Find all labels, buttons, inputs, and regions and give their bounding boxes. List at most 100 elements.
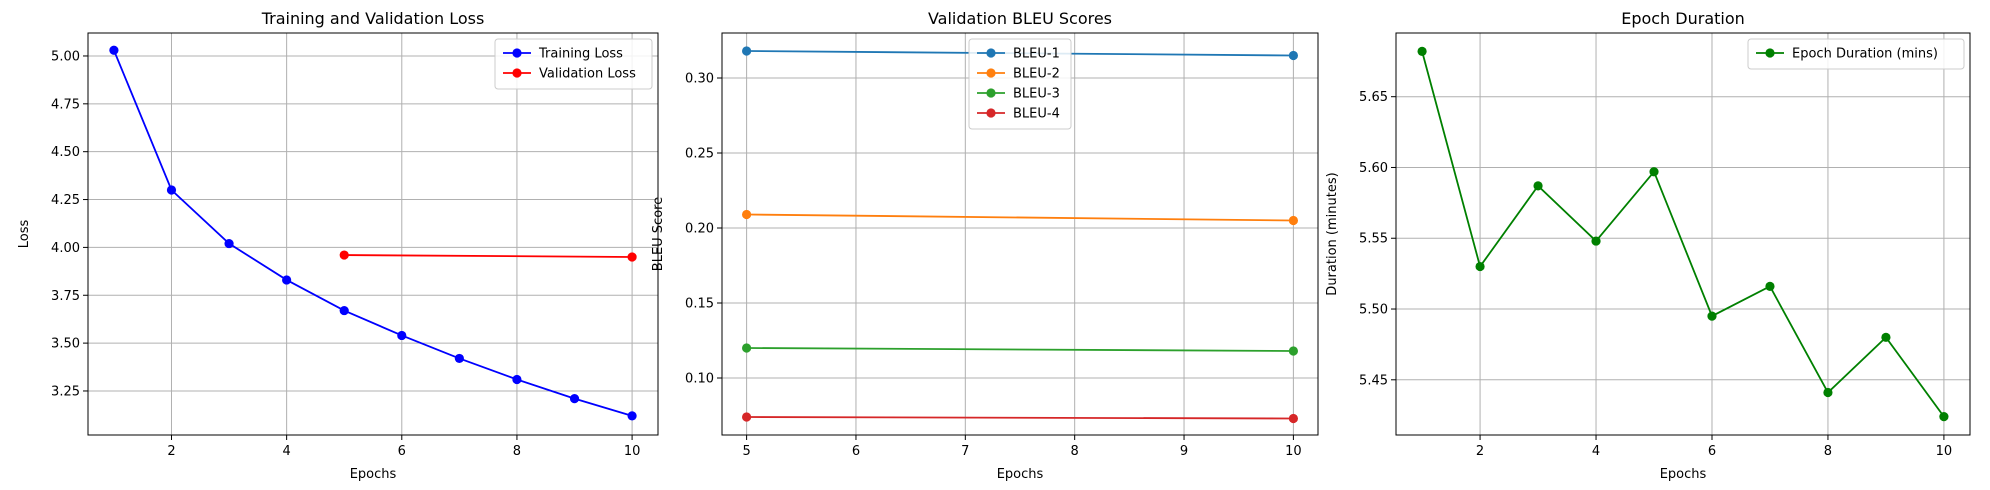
x-tick-label: 10 [624, 444, 641, 459]
legend-label: BLEU-1 [1013, 47, 1060, 62]
x-axis-label: Epochs [997, 467, 1044, 482]
x-tick-label: 6 [1708, 444, 1716, 459]
legend-box [1747, 38, 1965, 70]
legend-label: Epoch Duration (mins) [1792, 47, 1938, 62]
legend-item: BLEU-4 [977, 107, 1060, 122]
data-point [339, 250, 349, 260]
data-point [109, 45, 119, 55]
y-axis-label: BLEU Score [651, 197, 666, 271]
series-line-4 [746, 416, 1294, 420]
chart-title: Epoch Duration [1621, 9, 1745, 28]
x-tick-label: 4 [282, 444, 290, 459]
legend-box [494, 38, 653, 90]
x-tick-label: 8 [1824, 444, 1832, 459]
x-tick-label: 7 [961, 444, 969, 459]
y-tick-label: 3.50 [51, 337, 80, 352]
data-point [742, 46, 752, 56]
legend: Epoch Duration (mins) [1747, 38, 1965, 70]
legend-label: Validation Loss [539, 67, 636, 82]
x-axis-label: Epochs [1660, 467, 1707, 482]
data-point [1475, 261, 1485, 272]
data-point [339, 305, 349, 316]
y-tick-label: 5.00 [51, 49, 80, 64]
x-tick-label: 5 [742, 444, 750, 459]
data-point [1288, 346, 1298, 356]
y-axis-label: Loss [17, 220, 32, 249]
data-point [1765, 281, 1775, 291]
legend-item: Training Loss [503, 47, 623, 62]
data-point [166, 185, 177, 195]
x-tick-label: 9 [1180, 444, 1188, 459]
data-point [1823, 387, 1833, 398]
y-tick-label: 5.50 [1359, 303, 1388, 318]
x-tick-label: 8 [1071, 444, 1079, 459]
data-point [1939, 411, 1949, 422]
x-axis-label: Epochs [350, 467, 397, 482]
data-point [282, 275, 292, 285]
legend-marker [1765, 48, 1775, 58]
legend-marker [986, 108, 996, 118]
data-point [1288, 215, 1298, 226]
legend-label: BLEU-4 [1013, 107, 1060, 122]
x-tick-label: 10 [1285, 444, 1302, 459]
legend-marker [986, 68, 996, 78]
legend-marker [512, 48, 522, 58]
data-point [1881, 332, 1891, 342]
data-point [454, 353, 464, 364]
chart-panel-3: 2 4 6 8 10 5.45 5.50 5.55 5.60 5.65 Epoch Duration… [1325, 9, 1971, 482]
data-point [1649, 167, 1659, 177]
series-line-3 [746, 347, 1294, 352]
y-tick-label: 5.45 [1359, 373, 1388, 388]
y-tick-label: 0.10 [685, 372, 714, 387]
y-tick-label: 4.00 [51, 241, 80, 256]
data-point [742, 209, 752, 220]
chart-panel-2: 5 6 7 8 9 10 0.10 0.15 0.20 0.25 0.30 Validation BL… [651, 9, 1319, 482]
x-tick-label: 8 [513, 444, 521, 459]
y-tick-label: 0.20 [685, 222, 714, 237]
legend-marker [986, 48, 996, 58]
legend-item: BLEU-3 [977, 87, 1060, 102]
data-point [742, 343, 752, 353]
y-tick-label: 0.15 [685, 297, 714, 312]
legend-item: BLEU-1 [977, 47, 1060, 62]
chart-title: Training and Validation Loss [261, 9, 485, 28]
series-line-1 [113, 49, 633, 417]
y-tick-label: 5.55 [1359, 232, 1388, 247]
x-tick-label: 2 [167, 444, 175, 459]
legend: BLEU-1 BLEU-2 BLEU-3 BLEU-4 [968, 38, 1072, 130]
legend-item: Validation Loss [503, 67, 636, 82]
y-tick-label: 5.60 [1359, 161, 1388, 176]
y-tick-label: 3.75 [51, 289, 80, 304]
plot-frame [87, 32, 659, 436]
legend-label: BLEU-3 [1013, 87, 1060, 102]
plot-frame [721, 32, 1319, 436]
data-point [1288, 413, 1298, 424]
x-tick-label: 6 [852, 444, 860, 459]
y-axis-label: Duration (minutes) [1325, 172, 1340, 295]
legend-item: BLEU-2 [977, 67, 1060, 82]
chart-title: Validation BLEU Scores [928, 9, 1112, 28]
y-tick-label: 4.75 [51, 97, 80, 112]
data-point [1533, 181, 1543, 191]
data-point [742, 412, 752, 422]
chart-panel-1: 2 4 6 8 10 3.25 3.50 3.75 4.00 4.25 4.50 4.75 5.00 Tr… [17, 9, 659, 482]
data-point [1417, 46, 1427, 57]
series-line-1 [1421, 51, 1945, 418]
data-point [1288, 50, 1298, 61]
y-tick-label: 3.25 [51, 384, 80, 399]
x-tick-label: 4 [1592, 444, 1600, 459]
series-line-2 [746, 213, 1294, 222]
y-tick-label: 4.50 [51, 145, 80, 160]
data-point [1591, 236, 1601, 246]
legend-marker [986, 88, 996, 98]
y-tick-label: 4.25 [51, 193, 80, 208]
data-point [512, 374, 522, 385]
legend-label: BLEU-2 [1013, 67, 1060, 82]
legend: Training Loss Validation Loss [494, 38, 653, 90]
data-point [627, 252, 637, 262]
legend-box [968, 38, 1072, 130]
y-tick-label: 0.25 [685, 147, 714, 162]
y-tick-label: 0.30 [685, 72, 714, 87]
data-point [569, 394, 580, 404]
